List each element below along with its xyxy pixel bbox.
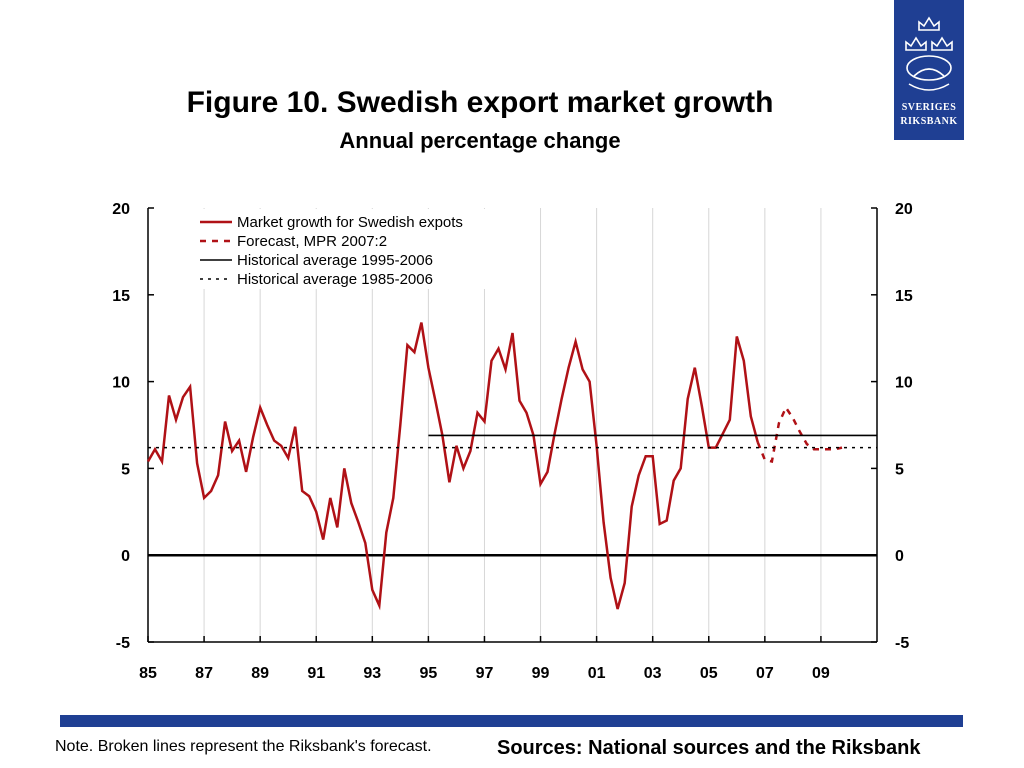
chart-title: Figure 10. Swedish export market growth — [186, 86, 774, 119]
legend-label-2: Historical average 1995-2006 — [237, 252, 433, 269]
legend-box — [196, 209, 488, 289]
x-tick-label: 01 — [588, 665, 606, 682]
x-tick-label: 95 — [419, 665, 437, 682]
footer-note: Note. Broken lines represent the Riksban… — [55, 738, 432, 755]
x-tick-label: 91 — [307, 665, 325, 682]
legend-label-3: Historical average 1985-2006 — [237, 271, 433, 288]
chart-subtitle: Annual percentage change — [339, 128, 621, 153]
y-tick-label-left: 5 — [121, 461, 130, 478]
y-tick-label-right: 0 — [895, 548, 904, 565]
y-tick-label-right: 10 — [895, 375, 913, 392]
footer-bar — [60, 715, 963, 727]
x-tick-label: 97 — [476, 665, 494, 682]
y-tick-label-left: -5 — [116, 635, 130, 652]
series-line-0 — [146, 322, 760, 611]
y-tick-label-left: 0 — [121, 548, 130, 565]
crown-emblem-icon — [905, 16, 953, 91]
y-tick-label-right: -5 — [895, 635, 909, 652]
x-tick-label: 03 — [644, 665, 662, 682]
x-tick-label: 85 — [139, 665, 157, 682]
riksbank-logo: SVERIGES RIKSBANK — [894, 0, 964, 140]
footer-sources: Sources: National sources and the Riksba… — [497, 737, 921, 759]
y-tick-label-left: 20 — [112, 201, 130, 218]
legend-label-0: Market growth for Swedish expots — [237, 214, 463, 231]
logo-text-line1: SVERIGES — [901, 102, 957, 113]
x-tick-label: 87 — [195, 665, 213, 682]
x-tick-label: 99 — [532, 665, 550, 682]
x-tick-label: 05 — [700, 665, 718, 682]
x-tick-label: 89 — [251, 665, 269, 682]
y-tick-label-left: 15 — [112, 288, 130, 305]
legend-label-1: Forecast, MPR 2007:2 — [237, 233, 387, 250]
y-tick-label-left: 10 — [112, 375, 130, 392]
x-tick-label: 09 — [812, 665, 830, 682]
x-tick-label: 07 — [756, 665, 774, 682]
logo-text-line2: RIKSBANK — [900, 116, 958, 127]
y-tick-label-right: 5 — [895, 461, 904, 478]
series-line-1 — [756, 405, 843, 464]
y-tick-label-right: 20 — [895, 201, 913, 218]
y-tick-label-right: 15 — [895, 288, 913, 305]
x-tick-label: 93 — [363, 665, 381, 682]
